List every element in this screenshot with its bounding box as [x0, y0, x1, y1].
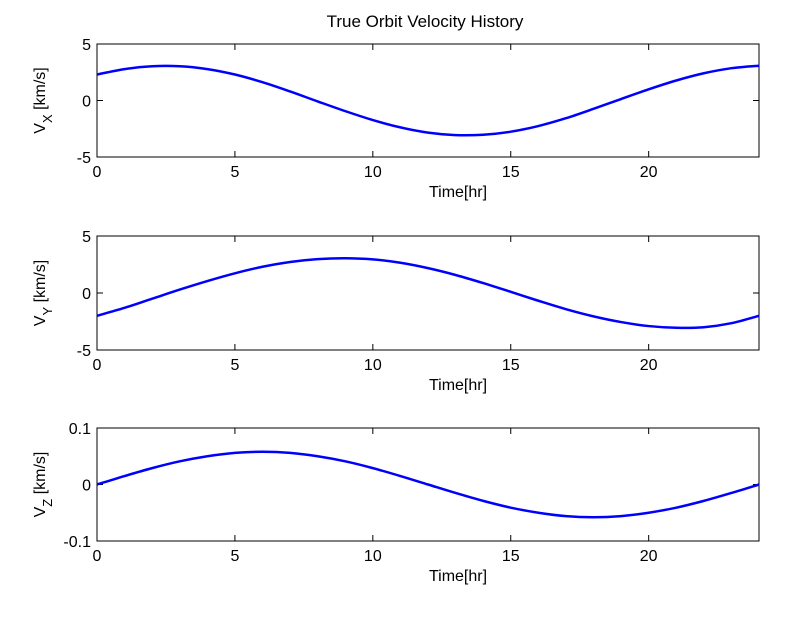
x-tick-label: 15: [502, 548, 520, 565]
x-tick-label: 5: [230, 164, 239, 181]
plot-area-frame: [96, 235, 760, 351]
y-axis-label: VZ [km/s]: [32, 452, 55, 518]
y-tick-label: -5: [77, 343, 91, 360]
x-tick-label: 0: [93, 357, 102, 374]
x-tick-label: 10: [364, 164, 382, 181]
x-axis-label: Time[hr]: [429, 568, 487, 585]
y-tick-label: 0: [82, 286, 91, 303]
x-tick-label: 20: [640, 164, 658, 181]
x-tick-label: 5: [230, 548, 239, 565]
velocity-series-line: [96, 64, 760, 137]
x-tick-label: 10: [364, 548, 382, 565]
y-axis-label: VY [km/s]: [32, 260, 55, 326]
y-tick-label: 5: [82, 37, 91, 54]
y-tick-label: -0.1: [63, 534, 91, 551]
x-tick-label: 20: [640, 548, 658, 565]
y-tick-label: 0: [82, 478, 91, 495]
velocity-series-line: [96, 256, 760, 330]
x-axis-label: Time[hr]: [429, 184, 487, 201]
y-axis-label: VX [km/s]: [32, 67, 55, 133]
y-tick-label: 0: [82, 94, 91, 111]
x-tick-label: 10: [364, 357, 382, 374]
velocity-series-line: [96, 450, 760, 519]
figure-title: True Orbit Velocity History: [327, 12, 524, 31]
x-tick-label: 20: [640, 357, 658, 374]
x-axis-label: Time[hr]: [429, 377, 487, 394]
x-tick-label: 15: [502, 357, 520, 374]
y-tick-label: 5: [82, 229, 91, 246]
x-tick-label: 0: [93, 164, 102, 181]
x-tick-label: 15: [502, 164, 520, 181]
y-tick-label: -5: [77, 150, 91, 167]
y-tick-label: 0.1: [69, 421, 91, 438]
x-tick-label: 5: [230, 357, 239, 374]
x-tick-label: 0: [93, 548, 102, 565]
plot-area-frame: [96, 43, 760, 158]
